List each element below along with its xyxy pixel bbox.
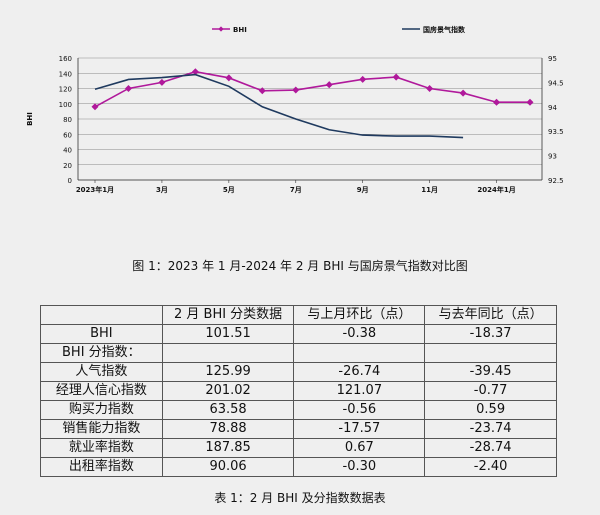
table-cell: -0.38 bbox=[293, 324, 426, 344]
bhi-data-point bbox=[426, 84, 434, 93]
y-left-tick-label: 40 bbox=[63, 147, 72, 155]
legend-marker bbox=[218, 26, 224, 32]
table-cell: 0.59 bbox=[424, 400, 557, 420]
table-row: 出租率指数 90.06 -0.30 -2.40 bbox=[40, 457, 557, 477]
table-cell: -26.74 bbox=[293, 362, 426, 382]
table-cell: -0.30 bbox=[293, 457, 426, 477]
y-left-tick-label: 120 bbox=[59, 86, 72, 94]
y-left-tick-label: 140 bbox=[59, 70, 72, 78]
table-cell bbox=[293, 343, 426, 363]
table-cell: 0.67 bbox=[293, 438, 426, 458]
table-cell: -0.77 bbox=[424, 381, 557, 401]
table-cell-label: 出租率指数 bbox=[40, 457, 163, 477]
table-cell: -17.57 bbox=[293, 419, 426, 439]
table-cell: -28.74 bbox=[424, 438, 557, 458]
table-cell: -39.45 bbox=[424, 362, 557, 382]
table-header-cell: 与去年同比（点） bbox=[424, 305, 557, 325]
legend-label: 国房景气指数 bbox=[423, 25, 466, 34]
bhi-data-point bbox=[325, 81, 333, 89]
table-cell: 78.88 bbox=[161, 419, 295, 439]
y-right-tick-label: 94.5 bbox=[548, 79, 564, 87]
table-cell: 201.02 bbox=[161, 381, 295, 401]
table-cell: 121.07 bbox=[293, 381, 426, 401]
table-header-cell: 与上月环比（点） bbox=[293, 305, 426, 325]
table-cell: -2.40 bbox=[424, 457, 557, 477]
bhi-data-point bbox=[392, 73, 400, 81]
table-row: 销售能力指数 78.88 -17.57 -23.74 bbox=[40, 419, 557, 439]
bhi-data-point bbox=[225, 74, 233, 82]
figure-caption: 图 1：2023 年 1 月-2024 年 2 月 BHI 与国房景气指数对比图 bbox=[132, 259, 468, 273]
table-cell-label: 购买力指数 bbox=[40, 400, 163, 420]
y-left-tick-label: 20 bbox=[63, 162, 72, 170]
table-header-cell bbox=[40, 305, 163, 325]
table-cell bbox=[161, 343, 295, 363]
bhi-data-table: 2 月 BHI 分类数据 与上月环比（点） 与去年同比（点） BHI 101.5… bbox=[40, 305, 557, 477]
x-tick-label: 9月 bbox=[357, 186, 369, 194]
bhi-data-point bbox=[124, 84, 132, 93]
table-row: 购买力指数 63.58 -0.56 0.59 bbox=[40, 400, 557, 420]
y-left-tick-label: 160 bbox=[59, 55, 72, 63]
table-caption: 表 1：2 月 BHI 及分指数数据表 bbox=[214, 491, 386, 505]
table-cell-label: 销售能力指数 bbox=[40, 419, 163, 439]
y-left-axis-label: BHI bbox=[26, 112, 34, 126]
bhi-data-point bbox=[258, 87, 266, 95]
x-tick-label: 7月 bbox=[290, 186, 302, 194]
bhi-vs-national-index-chart: 0 20 40 60 80 100 120 140 160 92.5 93 93.5 94 94.5 95 2… bbox=[26, 25, 564, 194]
table-cell: 101.51 bbox=[161, 324, 295, 344]
bhi-data-point bbox=[359, 75, 367, 83]
table-cell-label: 经理人信心指数 bbox=[40, 381, 163, 401]
x-tick-label: 11月 bbox=[421, 186, 438, 194]
table-cell: 63.58 bbox=[161, 400, 295, 420]
bhi-line bbox=[94, 70, 530, 108]
table-cell-label: 就业率指数 bbox=[40, 438, 163, 458]
bhi-data-point bbox=[91, 103, 99, 111]
x-tick-label: 2023年1月 bbox=[76, 185, 114, 194]
y-right-tick-label: 92.5 bbox=[548, 177, 564, 185]
y-left-tick-label: 0 bbox=[68, 177, 72, 185]
y-right-tick-label: 95 bbox=[548, 55, 557, 63]
table-row: 人气指数 125.99 -26.74 -39.45 bbox=[40, 362, 557, 382]
y-right-tick-label: 93.5 bbox=[548, 128, 564, 136]
table-cell-label: BHI bbox=[40, 324, 163, 344]
bhi-data-point bbox=[158, 78, 166, 86]
chart-legend: BHI 国房景气指数 bbox=[212, 25, 466, 34]
chart-axes: 0 20 40 60 80 100 120 140 160 92.5 93 93.5 94 94.5 95 2… bbox=[26, 55, 564, 194]
national-index-line bbox=[94, 73, 464, 139]
y-left-tick-label: 100 bbox=[59, 101, 72, 109]
x-tick-label: 5月 bbox=[223, 186, 235, 194]
table-cell: -18.37 bbox=[424, 324, 557, 344]
table-row-bhi: BHI 101.51 -0.38 -18.37 bbox=[40, 324, 557, 344]
bhi-data-point bbox=[493, 98, 501, 106]
table-header-cell: 2 月 BHI 分类数据 bbox=[161, 305, 295, 325]
table-cell: 125.99 bbox=[161, 362, 295, 382]
y-right-tick-label: 94 bbox=[548, 104, 557, 112]
bhi-data-point bbox=[191, 68, 199, 76]
legend-label: BHI bbox=[233, 26, 247, 34]
table-cell-label: 人气指数 bbox=[40, 362, 163, 382]
x-tick-label: 3月 bbox=[156, 186, 168, 194]
bhi-data-point bbox=[526, 98, 534, 106]
chart-gridlines bbox=[78, 57, 542, 181]
table-cell: -23.74 bbox=[424, 419, 557, 439]
table-cell: -0.56 bbox=[293, 400, 426, 420]
table-row-section: BHI 分指数： bbox=[40, 343, 557, 363]
table-cell: 90.06 bbox=[161, 457, 295, 477]
y-left-tick-label: 80 bbox=[63, 116, 72, 124]
table-row: 经理人信心指数 201.02 121.07 -0.77 bbox=[40, 381, 557, 401]
table-header-row: 2 月 BHI 分类数据 与上月环比（点） 与去年同比（点） bbox=[40, 305, 557, 325]
x-tick-label: 2024年1月 bbox=[477, 185, 515, 194]
table-section-label: BHI 分指数： bbox=[40, 343, 163, 363]
chart-series bbox=[91, 68, 534, 139]
bhi-data-point bbox=[292, 86, 300, 94]
table-cell: 187.85 bbox=[161, 438, 295, 458]
y-left-tick-label: 60 bbox=[63, 131, 72, 139]
table-row: 就业率指数 187.85 0.67 -28.74 bbox=[40, 438, 557, 458]
table-cell bbox=[424, 343, 557, 363]
bhi-data-point bbox=[459, 89, 467, 97]
y-right-tick-label: 93 bbox=[548, 153, 557, 161]
